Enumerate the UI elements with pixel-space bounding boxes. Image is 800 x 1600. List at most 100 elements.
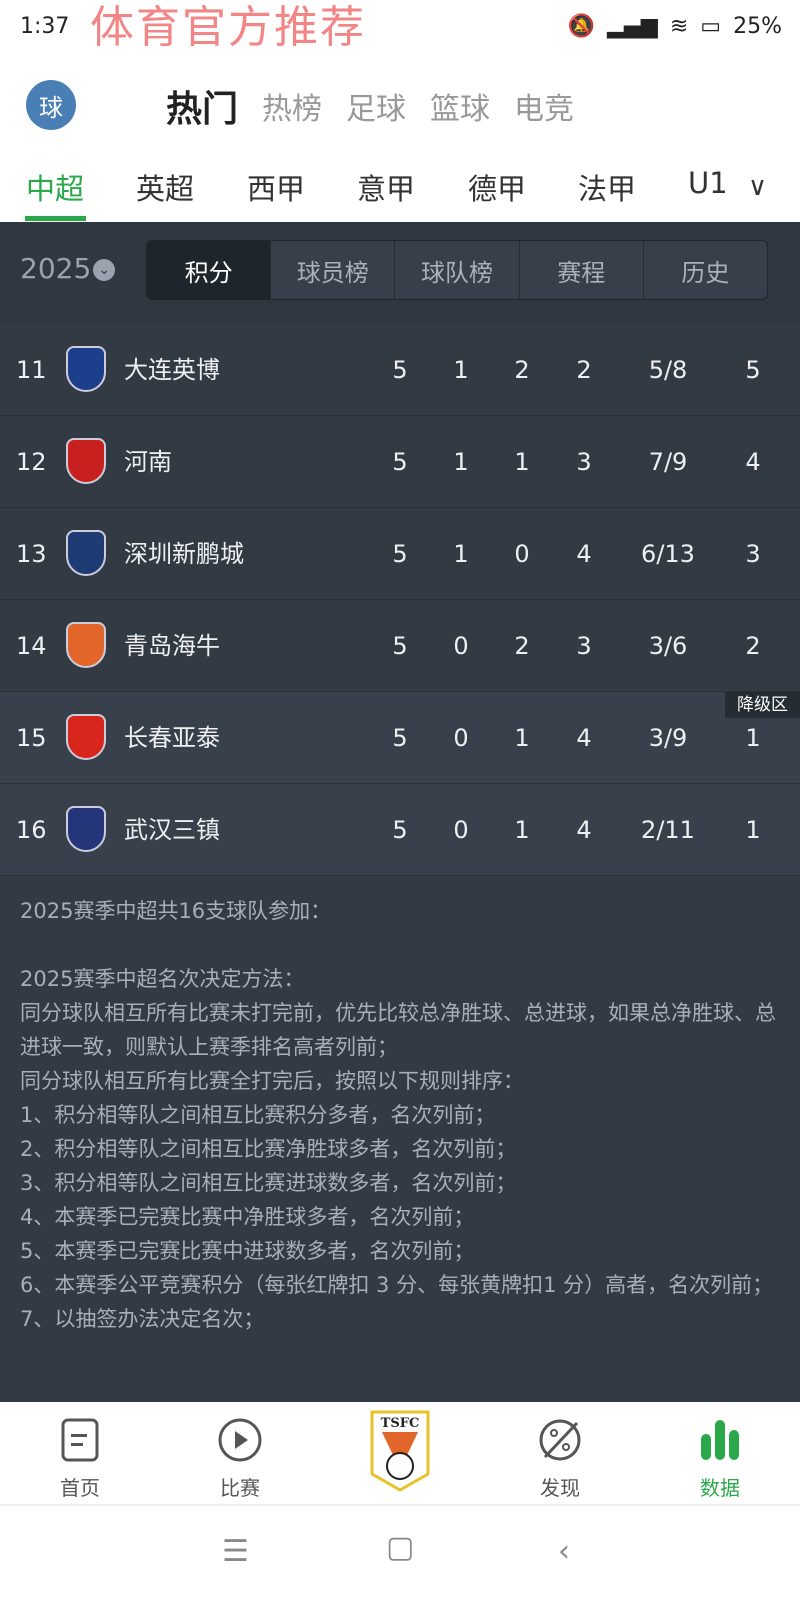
stat-pts: 2 <box>745 632 761 660</box>
play-icon <box>195 1414 285 1466</box>
nav-home[interactable]: 首页 <box>35 1414 125 1501</box>
team-name: 武汉三镇 <box>124 816 220 844</box>
team-name: 河南 <box>124 448 172 476</box>
battery-level: 25% <box>733 14 782 39</box>
active-tab-indicator <box>25 216 86 221</box>
svg-text:TSFC: TSFC <box>381 1416 420 1431</box>
rank: 16 <box>16 816 47 844</box>
table-row[interactable]: 13 深圳新鹏城 5 1 0 4 6/13 3 <box>0 508 800 600</box>
nav-discover[interactable]: 发现 <box>515 1414 605 1501</box>
stat-w: 1 <box>453 448 469 476</box>
team-logo-icon <box>66 806 106 852</box>
mute-icon: 🔕 <box>567 14 596 39</box>
tab-esports[interactable]: 电竞 <box>514 92 575 127</box>
nav-label: 数据 <box>700 1476 740 1500</box>
tsfc-logo-icon: TSFC <box>370 1410 430 1492</box>
stat-p: 5 <box>392 448 408 476</box>
league-tab[interactable]: 法甲 <box>578 172 637 206</box>
status-icons: 🔕 ▂▄▆ ≋ ▭ 25% <box>568 14 782 39</box>
signal-icon: ▂▄▆ <box>607 14 658 39</box>
rank: 12 <box>16 448 47 476</box>
team-name: 深圳新鹏城 <box>124 540 244 568</box>
nav-label: 比赛 <box>220 1476 260 1500</box>
relegation-badge: 降级区 <box>725 692 800 718</box>
stat-l: 4 <box>576 540 592 568</box>
avatar[interactable]: 球 <box>26 80 76 130</box>
stat-goals: 5/8 <box>648 356 688 384</box>
filter-bar: 2025 ⌄ 积分 球员榜 球队榜 赛程 历史 <box>0 222 800 324</box>
league-tab[interactable]: U1 <box>688 166 728 200</box>
table-row[interactable]: 11 大连英博 5 1 2 2 5/8 5 <box>0 324 800 416</box>
menu-icon[interactable]: ☰ <box>222 1534 249 1569</box>
team-logo-icon <box>66 530 106 576</box>
bar-chart-icon <box>675 1414 765 1466</box>
tab-trending[interactable]: 热榜 <box>262 92 323 127</box>
team-logo-icon <box>66 438 106 484</box>
status-bar: 1:37 体育官方推荐 🔕 ▂▄▆ ≋ ▭ 25% <box>0 0 800 60</box>
league-tab[interactable]: 西甲 <box>247 172 306 206</box>
year-selector[interactable]: 2025 ⌄ <box>20 252 116 285</box>
battery-icon: ▭ <box>700 14 722 39</box>
document-icon <box>35 1414 125 1466</box>
chevron-down-icon[interactable]: ∨ <box>748 172 768 202</box>
tab-football[interactable]: 足球 <box>346 92 407 127</box>
home-square-icon[interactable]: ▢ <box>386 1530 415 1565</box>
system-nav: ☰ ▢ ‹ <box>0 1506 800 1600</box>
stat-goals: 7/9 <box>648 448 688 476</box>
table-row[interactable]: 12 河南 5 1 1 3 7/9 4 <box>0 416 800 508</box>
nav-data[interactable]: 数据 <box>675 1414 765 1501</box>
team-logo[interactable]: TSFC <box>355 1410 445 1497</box>
table-row[interactable]: 14 青岛海牛 5 0 2 3 3/6 2 <box>0 600 800 692</box>
stat-p: 5 <box>392 356 408 384</box>
stat-d: 0 <box>514 540 530 568</box>
stat-p: 5 <box>392 632 408 660</box>
team-logo-icon <box>66 622 106 668</box>
stat-goals: 2/11 <box>641 816 695 844</box>
wifi-icon: ≋ <box>669 14 689 39</box>
stat-goals: 6/13 <box>641 540 695 568</box>
stat-l: 4 <box>576 724 592 752</box>
tab-team-rank[interactable]: 球队榜 <box>395 241 520 299</box>
table-row[interactable]: 15 长春亚泰 5 0 1 4 3/9 1 降级区 <box>0 692 800 784</box>
team-name: 青岛海牛 <box>124 632 220 660</box>
stat-d: 1 <box>514 816 530 844</box>
league-tab[interactable]: 意甲 <box>357 172 416 206</box>
stat-goals: 3/6 <box>648 632 688 660</box>
stat-goals: 3/9 <box>648 724 688 752</box>
stat-pts: 1 <box>745 816 761 844</box>
league-tab[interactable]: 德甲 <box>468 172 527 206</box>
stat-pts: 5 <box>745 356 761 384</box>
rank: 11 <box>16 356 47 384</box>
stat-l: 3 <box>576 632 592 660</box>
table-row[interactable]: 16 武汉三镇 5 0 1 4 2/11 1 <box>0 784 800 876</box>
team-logo-icon <box>66 714 106 760</box>
stat-d: 1 <box>514 724 530 752</box>
stat-w: 0 <box>453 816 469 844</box>
tab-standings[interactable]: 积分 <box>147 241 272 299</box>
rank: 13 <box>16 540 47 568</box>
stat-w: 0 <box>453 632 469 660</box>
clock: 1:37 <box>20 14 70 39</box>
nav-matches[interactable]: 比赛 <box>195 1414 285 1501</box>
back-icon[interactable]: ‹ <box>558 1534 570 1569</box>
tab-history[interactable]: 历史 <box>681 258 730 287</box>
planet-icon <box>515 1414 605 1466</box>
league-tab[interactable]: 英超 <box>136 172 195 206</box>
year-label: 2025 <box>20 252 92 285</box>
tab-player-rank[interactable]: 球员榜 <box>271 241 396 299</box>
stat-d: 2 <box>514 632 530 660</box>
nav-label: 发现 <box>540 1476 580 1500</box>
tab-schedule[interactable]: 赛程 <box>520 241 644 299</box>
tab-basketball[interactable]: 篮球 <box>430 92 491 127</box>
rank: 15 <box>16 724 47 752</box>
league-tabs: 中超 英超 西甲 意甲 德甲 法甲 U1 <box>0 160 800 220</box>
stat-p: 5 <box>392 816 408 844</box>
stat-pts: 1 <box>745 724 761 752</box>
top-tabs: 热门 热榜 足球 篮球 电竞 <box>166 80 574 132</box>
stat-l: 4 <box>576 816 592 844</box>
stat-p: 5 <box>392 724 408 752</box>
tab-hot[interactable]: 热门 <box>166 89 239 130</box>
stat-pts: 4 <box>745 448 761 476</box>
league-tab[interactable]: 中超 <box>26 172 85 206</box>
stat-pts: 3 <box>745 540 761 568</box>
